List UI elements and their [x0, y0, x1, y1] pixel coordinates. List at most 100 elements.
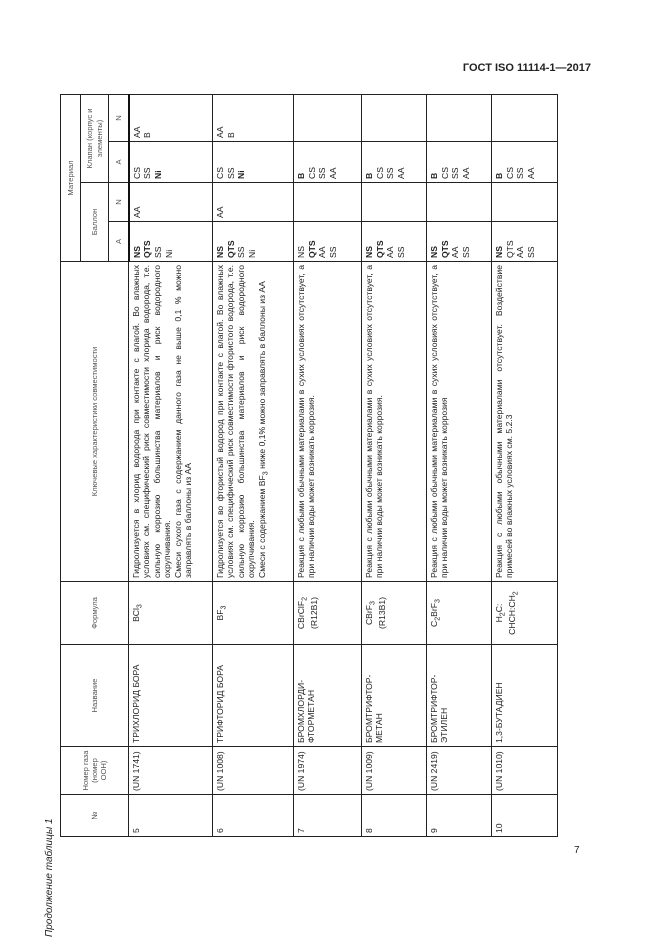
material-code: QTS: [439, 240, 450, 258]
table-row: 9 (UN 2419) БРОМТРИФТОР-ЭТИЛЕН C2BrF3 Реакци…: [426, 94, 492, 837]
material-code: AA: [131, 126, 142, 138]
header-characteristics: Ключевые характеристики совместимости: [60, 261, 129, 582]
cell-cylinder-a: NS QTS AA SS: [361, 221, 427, 262]
material-code: QTS: [374, 240, 385, 258]
cell-cylinder-a: NS QTS SS Ni: [212, 221, 294, 262]
cell-no: 8: [361, 794, 427, 837]
material-code: AA: [317, 246, 328, 258]
header-material: Материал: [60, 94, 81, 262]
material-code: AA: [328, 167, 339, 179]
material-code: NS: [131, 246, 142, 258]
characteristics-paragraph: Гидролизуется в хлорид водорода при конт…: [131, 265, 173, 578]
header-valve-a: А: [108, 141, 129, 183]
text-segment: CHCH:CH: [507, 595, 518, 635]
cell-valve-a: CS SS Ni: [212, 141, 294, 183]
subscript: 2: [512, 591, 521, 596]
material-code: B: [225, 132, 236, 138]
material-code: Ni: [236, 170, 247, 179]
cell-un-number: (UN 1009): [361, 746, 427, 795]
cell-valve-n: [426, 94, 492, 142]
table-row: 5 (UN 1741) ТРИХЛОРИД БОРА BCl3 Гидролизуетс…: [128, 94, 213, 837]
cell-valve-n: AA B: [212, 94, 294, 142]
header-cylinder-a: А: [108, 221, 129, 262]
material-code: CS: [374, 167, 385, 179]
cell-no: 5: [128, 794, 213, 837]
rotated-table-block: Продолжение таблицы 1 № Номер газа (номе…: [44, 94, 558, 937]
cell-valve-a: B CS SS AA: [426, 141, 492, 183]
cell-formula: C2BrF3: [426, 581, 492, 645]
cell-no: 9: [426, 794, 492, 837]
cell-name: БРОМХЛОРДИ-ФТОРМЕТАН: [293, 644, 362, 747]
table-row: 10 (UN 1010) 1,3-БУТАДИЕН H2C: CHCH:CH2 Реакц…: [491, 94, 558, 837]
table-row: 6 (UN 1008) ТРИФТОРИД БОРА BF3 Гидролизуется…: [212, 94, 294, 837]
material-code: QTS: [306, 240, 317, 258]
formula-line: CBrClF2: [296, 585, 309, 641]
formula-line: CBrF3: [364, 585, 377, 641]
material-code: CS: [504, 167, 515, 179]
material-code: SS: [450, 167, 461, 179]
material-code: NS: [215, 246, 225, 258]
header-cylinder-n: N: [108, 182, 129, 222]
cell-cylinder-n: AA: [212, 182, 294, 222]
characteristics-paragraph: Реакция с любыми обычными материалами в …: [364, 265, 385, 578]
cell-valve-n: [361, 94, 427, 142]
material-code: SS: [328, 246, 339, 258]
cell-cylinder-n: [426, 182, 492, 222]
material-code: AA: [526, 167, 537, 179]
cell-cylinder-n: AA: [128, 182, 213, 222]
material-code: B: [494, 172, 504, 179]
cell-valve-n: AA B: [128, 94, 213, 142]
cell-no: 7: [293, 794, 362, 837]
material-code: B: [142, 132, 153, 138]
header-valve: Клапан (корпус и элементы): [80, 94, 109, 183]
characteristics-paragraph: Смеси с содержанием BF3 ниже 0,1% можно …: [257, 265, 270, 578]
cell-valve-a: CS SS Ni: [128, 141, 213, 183]
text-segment: Смеси сухого газа с содержанием данного …: [172, 265, 194, 578]
material-code: CS: [306, 167, 317, 179]
cell-un-number: (UN 1974): [293, 746, 362, 795]
header-valve-n: N: [108, 94, 129, 142]
material-code: QTS: [225, 240, 236, 258]
material-code: SS: [142, 167, 153, 179]
cell-characteristics: Реакция с любыми обычными материалами в …: [426, 261, 492, 582]
text-segment: CBrClF: [296, 600, 306, 630]
cell-un-number: (UN 2419): [426, 746, 492, 795]
material-code: SS: [225, 167, 236, 179]
cell-valve-a: B CS SS AA: [361, 141, 427, 183]
cell-cylinder-a: NS QTS AA SS: [426, 221, 492, 262]
material-code: NS: [296, 246, 306, 258]
material-code: CS: [131, 167, 142, 179]
text-segment: Гидролизуется в хлорид водорода при конт…: [131, 265, 173, 578]
material-code: B: [429, 172, 439, 179]
subscript: 3: [135, 604, 144, 609]
material-code: SS: [396, 246, 407, 258]
cell-name: БРОМТРИФТОР-МЕТАН: [361, 644, 427, 747]
cell-characteristics: Реакция с любыми обычными материалами в …: [361, 261, 427, 582]
material-code: AA: [515, 246, 526, 258]
text-segment: (R12B1): [309, 597, 320, 629]
text-segment: CBrF: [364, 604, 374, 626]
cell-no: 6: [212, 794, 294, 837]
cell-formula: H2C: CHCH:CH2: [491, 581, 558, 645]
material-code: AA: [461, 167, 472, 179]
table-body: 5 (UN 1741) ТРИХЛОРИД БОРА BCl3 Гидролизуетс…: [128, 94, 558, 837]
material-code: CS: [215, 167, 225, 179]
header-un-number: Номер газа (номер ООН): [60, 746, 129, 795]
subscript: 2: [433, 616, 442, 621]
text-segment: C:: [494, 603, 504, 613]
formula-line: BCl3: [131, 585, 144, 641]
cell-un-number: (UN 1010): [491, 746, 558, 795]
material-code: SS: [461, 246, 472, 258]
formula-line: (R12B1): [309, 585, 319, 641]
cell-cylinder-n: [361, 182, 427, 222]
formula-line: BF3: [215, 585, 228, 641]
text-segment: BrF: [429, 602, 439, 617]
material-code: SS: [385, 167, 396, 179]
text-segment: C: [429, 620, 439, 628]
text-segment: Реакция с любыми обычными материалами в …: [296, 265, 317, 578]
cell-un-number: (UN 1008): [212, 746, 294, 795]
material-code: AA: [450, 246, 461, 258]
material-code: AA: [215, 126, 225, 138]
table-row: 7 (UN 1974) БРОМХЛОРДИ-ФТОРМЕТАН CBrClF2 (R1…: [293, 94, 362, 837]
material-code: Ni: [152, 170, 163, 179]
